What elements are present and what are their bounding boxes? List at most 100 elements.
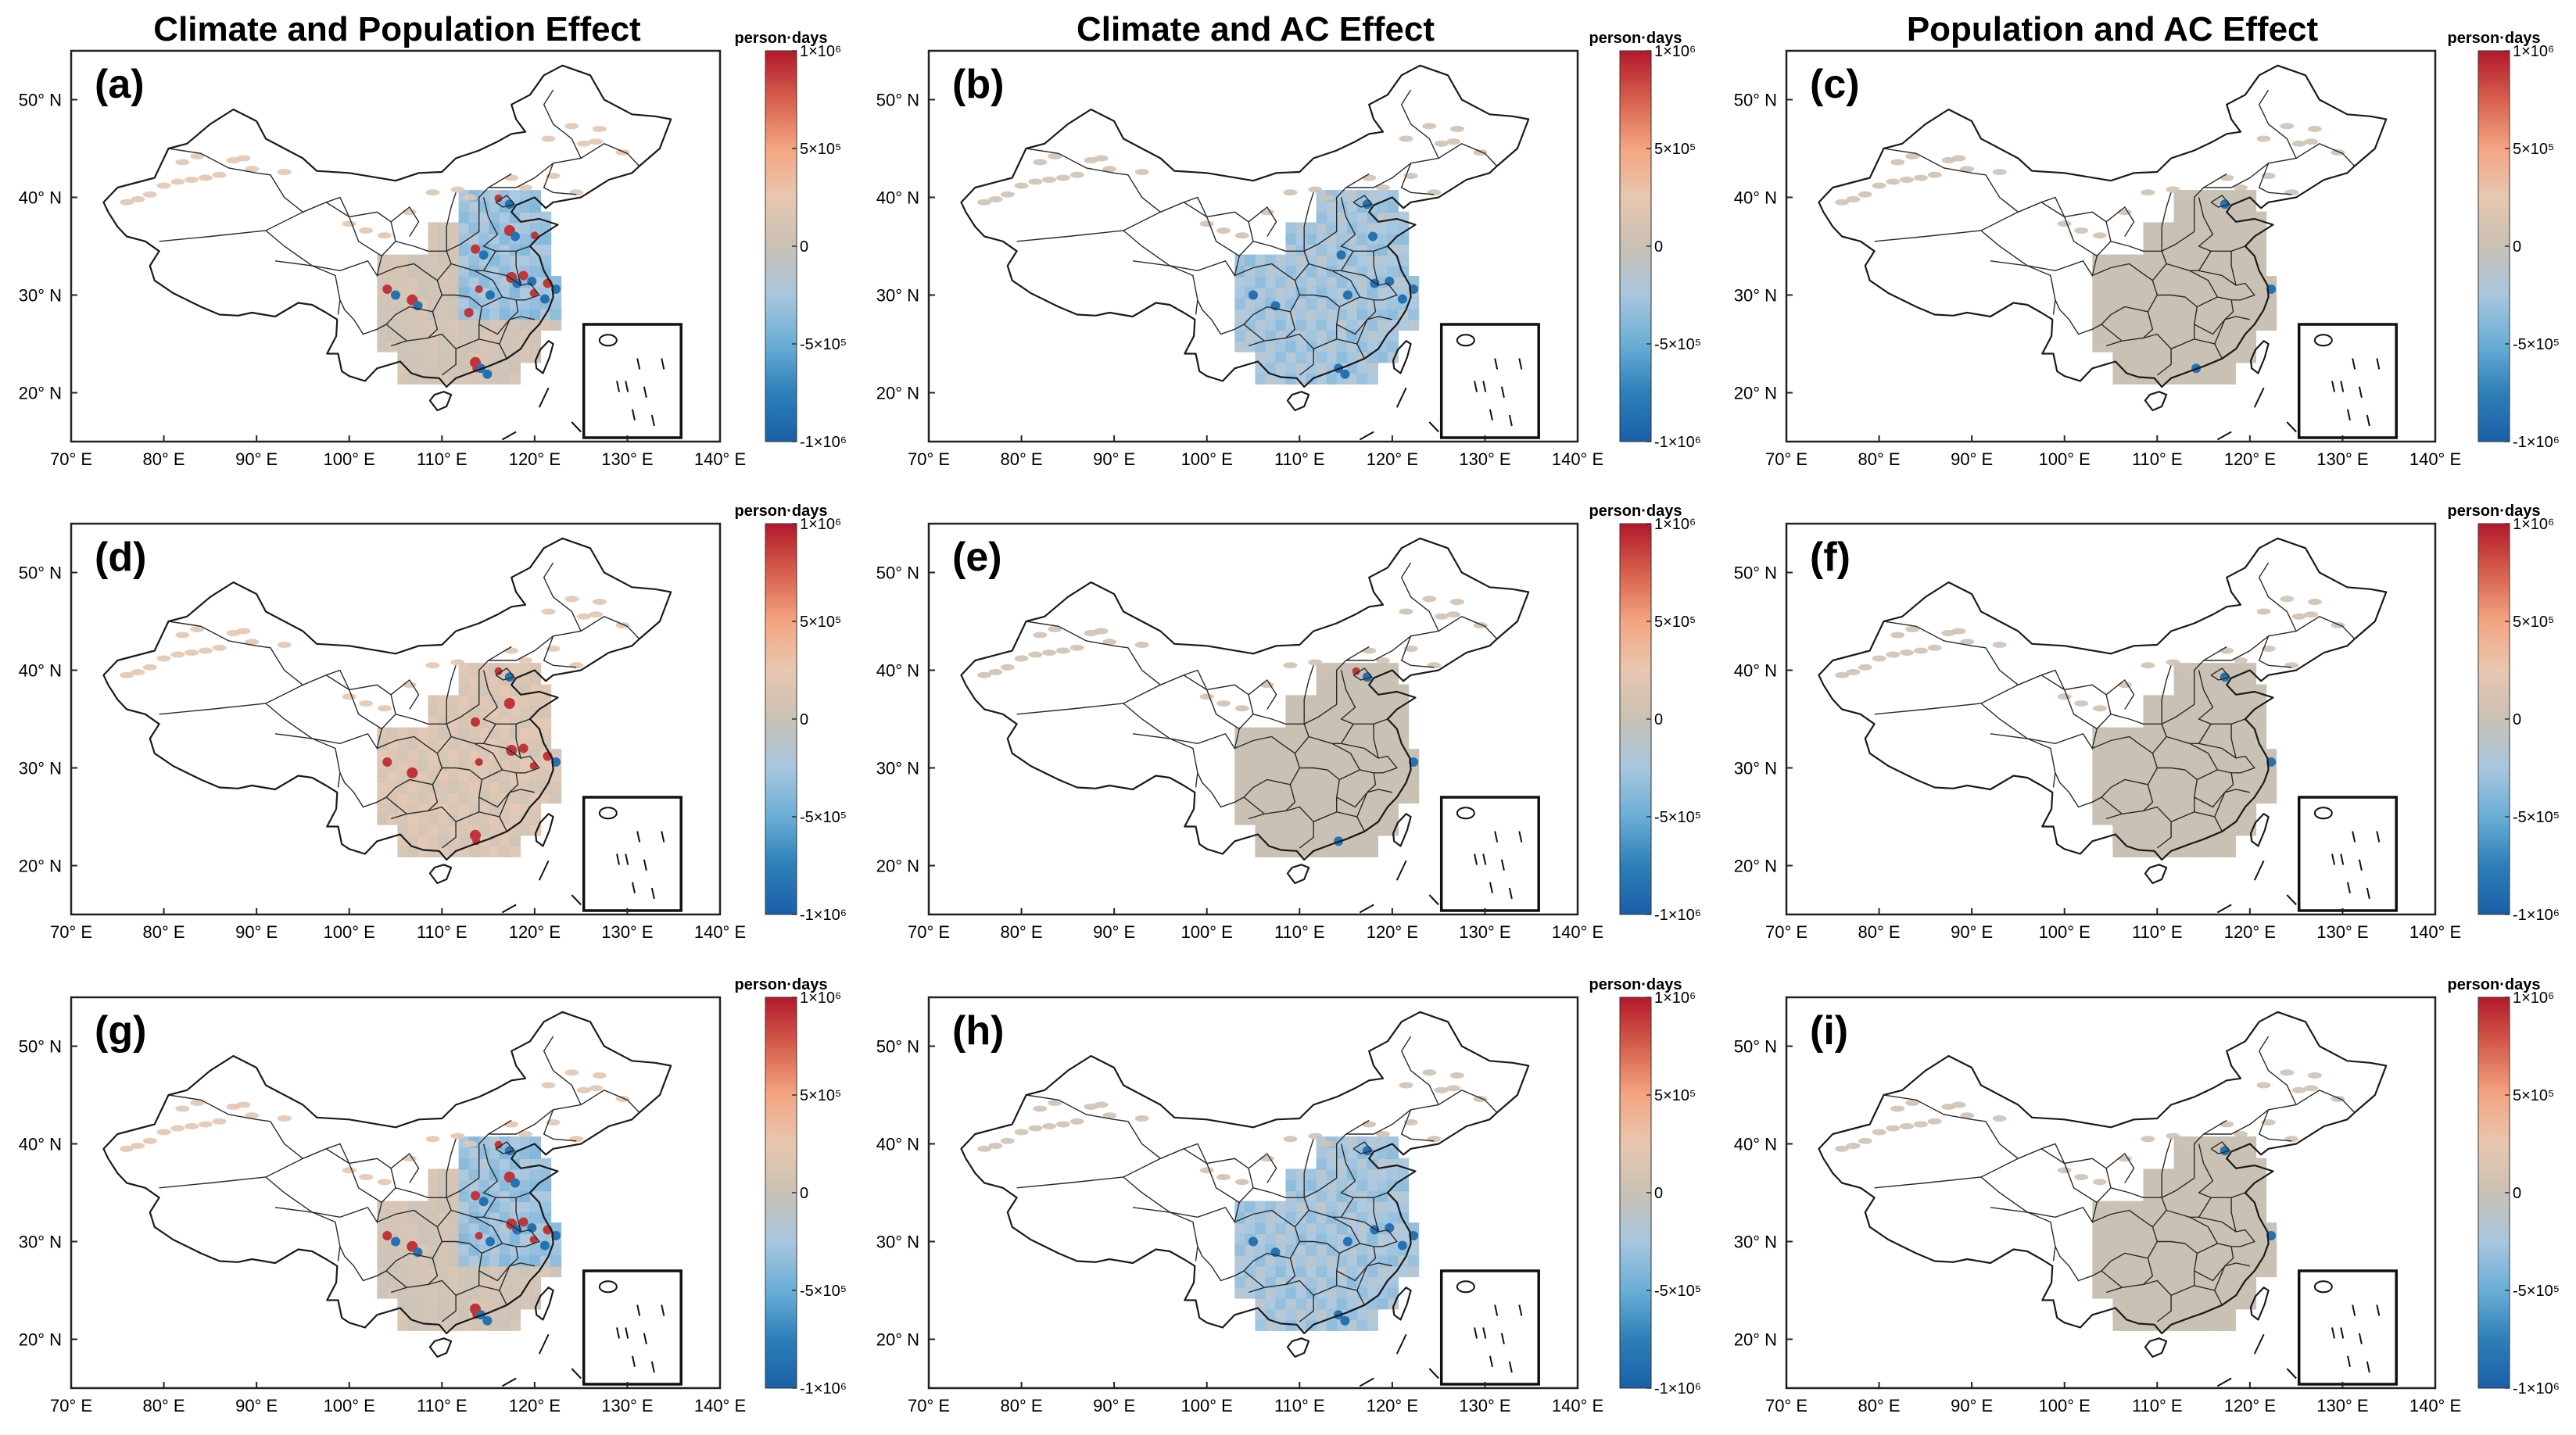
grid-cell <box>468 1168 480 1181</box>
sparse-cell <box>2304 138 2319 145</box>
grid-cell <box>448 233 460 245</box>
grid-cell <box>1234 1244 1246 1256</box>
grid-cell <box>1234 297 1246 310</box>
grid-cell <box>1285 1233 1297 1245</box>
hotspot-positive <box>1352 667 1360 675</box>
grid-cell <box>2184 802 2195 814</box>
grid-cell <box>1285 319 1297 331</box>
grid-cell <box>2143 233 2155 245</box>
grid-cell <box>428 319 439 331</box>
grid-cell <box>2224 759 2236 771</box>
grid-cell <box>1367 329 1378 342</box>
grid-cell <box>2194 319 2205 331</box>
grid-cell <box>2234 770 2247 782</box>
sparse-cell <box>2331 1096 2345 1102</box>
grid-cell <box>1387 1265 1399 1278</box>
grid-cell <box>1356 727 1368 739</box>
sparse-cell <box>1951 628 1966 635</box>
grid-cell <box>428 1211 439 1224</box>
x-tick-label: 110° E <box>1274 1396 1325 1415</box>
grid-cell <box>468 770 480 782</box>
grid-cell <box>1265 319 1277 331</box>
sparse-cell <box>592 126 607 132</box>
province-border <box>488 143 640 188</box>
y-tick-label: 30° N <box>876 759 919 778</box>
grid-cell <box>1275 351 1287 363</box>
grid-cell <box>438 1297 450 1310</box>
grid-cell <box>1326 845 1338 857</box>
grid-cell <box>468 673 480 685</box>
sparse-cell <box>1846 669 1861 675</box>
grid-cell <box>448 792 460 804</box>
grid-cell <box>2234 727 2247 739</box>
colorbar-tick-label: -1×10⁶ <box>1654 907 1701 924</box>
grid-cell <box>1377 297 1389 310</box>
grid-cell <box>2204 1276 2216 1288</box>
province-border <box>446 1139 457 1198</box>
province-border <box>1356 1262 1393 1291</box>
grid-cell <box>2143 716 2155 728</box>
sparse-cell <box>2284 1136 2299 1143</box>
colorbar-tick-label: 5×10⁵ <box>2513 141 2554 158</box>
grid-cell <box>499 1308 511 1321</box>
sparse-cell <box>518 184 532 191</box>
grid-cell <box>2173 362 2185 374</box>
x-tick-label: 90° E <box>1951 449 1993 469</box>
grid-cell <box>1316 1276 1327 1288</box>
grid-cell <box>2234 706 2247 718</box>
sparse-cell <box>518 1131 532 1137</box>
sparse-cell <box>2291 140 2306 147</box>
grid-cell <box>478 663 490 675</box>
grid-cell <box>2102 286 2114 299</box>
grid-cell <box>1275 319 1287 331</box>
grid-cell <box>458 276 470 288</box>
sparse-cell <box>425 1136 440 1143</box>
grid-cell <box>2224 706 2236 718</box>
grid-cell <box>2184 276 2195 288</box>
grid-cell <box>2163 351 2175 363</box>
sea-dash <box>2286 894 2297 906</box>
grid-cell <box>550 792 562 804</box>
sparse-cell <box>2057 693 2072 700</box>
grid-cell <box>1245 308 1256 320</box>
grid-cell <box>540 1190 552 1202</box>
grid-cell <box>2184 243 2195 256</box>
grid-cell <box>2214 684 2226 696</box>
grid-cell <box>417 351 429 363</box>
province-border <box>455 811 507 832</box>
grid-cell <box>448 286 460 299</box>
grid-cell <box>2204 286 2216 299</box>
grid-cell <box>2133 749 2144 761</box>
grid-cell <box>540 319 552 331</box>
grid-cell <box>1326 1265 1338 1278</box>
grid-cell <box>2092 1286 2104 1299</box>
grid-cell <box>2092 749 2104 761</box>
hotspot-negative <box>478 250 489 260</box>
y-tick-label: 50° N <box>19 564 62 583</box>
grid-cell <box>2123 781 2134 793</box>
grid-cell <box>2153 706 2165 718</box>
grid-cell <box>1255 792 1267 804</box>
grid-cell <box>387 727 399 739</box>
grid-cell <box>2112 781 2124 793</box>
grid-cell <box>2234 254 2247 267</box>
grid-cell <box>1295 319 1307 331</box>
grid-cell <box>2266 319 2277 331</box>
grid-cell <box>1255 1222 1267 1235</box>
grid-cell <box>2255 297 2267 310</box>
grid-cell <box>1356 1158 1368 1170</box>
inset-dash <box>650 1361 655 1373</box>
sparse-cell <box>988 196 1003 202</box>
x-tick-label: 120° E <box>2224 449 2276 469</box>
grid-cell <box>489 845 500 857</box>
grid-cell <box>1356 243 1368 256</box>
grid-cell <box>519 1265 532 1278</box>
grid-cell <box>2184 254 2195 267</box>
grid-cell <box>2214 372 2226 385</box>
grid-cell <box>2163 329 2175 342</box>
hotspot-negative <box>485 1236 495 1247</box>
province-border <box>483 743 540 774</box>
grid-cell <box>2204 716 2216 728</box>
province-border <box>1400 635 1435 668</box>
sparse-cell <box>1992 169 2007 175</box>
